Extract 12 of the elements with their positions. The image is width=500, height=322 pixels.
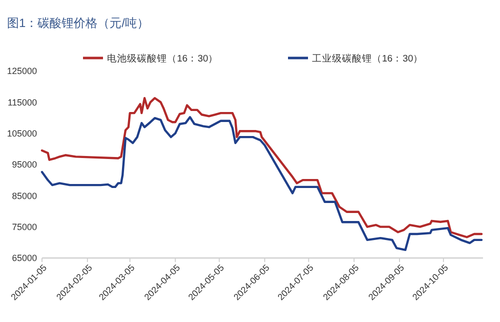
y-tick-label: 85000 xyxy=(12,190,37,201)
y-tick-label: 125000 xyxy=(6,66,37,76)
y-tick-label: 75000 xyxy=(12,222,37,232)
line-series xyxy=(40,116,483,251)
chart-title: 图1：碳酸锂价格（元/吨） xyxy=(7,16,150,30)
legend-label: 电池级碳酸锂（16：30） xyxy=(107,52,218,64)
legend-label: 工业级碳酸锂（16：30） xyxy=(312,52,424,64)
line-series xyxy=(40,97,483,238)
y-tick-label: 105000 xyxy=(6,128,37,138)
y-tick-label: 65000 xyxy=(12,253,37,264)
y-tick-label: 115000 xyxy=(8,97,37,108)
y-tick-label: 95000 xyxy=(12,160,37,170)
